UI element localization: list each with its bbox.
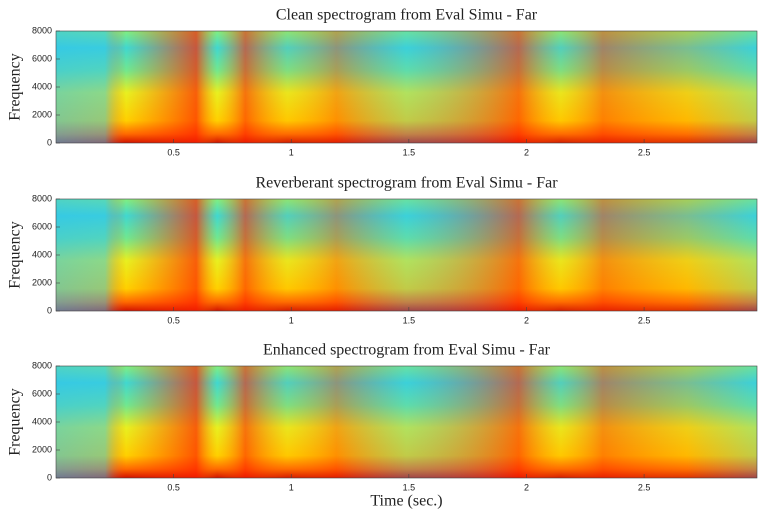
chart-title: Enhanced spectrogram from Eval Simu - Fa… — [263, 342, 551, 359]
y-tick-label: 2000 — [32, 277, 52, 287]
y-tick-label: 8000 — [32, 360, 52, 370]
y-tick-label: 4000 — [32, 416, 52, 426]
chart-title: Reverberant spectrogram from Eval Simu -… — [255, 175, 558, 192]
chart-title: Clean spectrogram from Eval Simu - Far — [276, 7, 538, 24]
x-tick-label: 1.5 — [403, 482, 416, 492]
x-tick-label: 1 — [289, 482, 294, 492]
y-tick-label: 4000 — [32, 249, 52, 259]
y-axis-label: Frequency — [7, 53, 24, 121]
y-tick-label: 2000 — [32, 444, 52, 454]
x-tick-label: 1 — [289, 315, 294, 325]
x-tick-label: 2.5 — [638, 482, 651, 492]
x-tick-label: 1.5 — [403, 147, 416, 157]
y-tick-label: 6000 — [32, 53, 52, 63]
y-tick-label: 2000 — [32, 109, 52, 119]
x-tick-label: 0.5 — [167, 315, 180, 325]
x-tick-label: 2 — [524, 147, 529, 157]
y-tick-label: 8000 — [32, 25, 52, 35]
x-tick-label: 2.5 — [638, 147, 651, 157]
y-tick-label: 6000 — [32, 388, 52, 398]
y-tick-label: 0 — [47, 137, 52, 147]
x-tick-label: 1.5 — [403, 315, 416, 325]
x-tick-label: 2 — [524, 315, 529, 325]
y-tick-label: 0 — [47, 472, 52, 482]
y-tick-label: 0 — [47, 305, 52, 315]
x-tick-label: 0.5 — [167, 147, 180, 157]
y-tick-label: 6000 — [32, 221, 52, 231]
y-tick-label: 4000 — [32, 81, 52, 91]
x-tick-label: 0.5 — [167, 482, 180, 492]
x-axis-label: Time (sec.) — [370, 493, 442, 510]
y-tick-label: 8000 — [32, 193, 52, 203]
x-tick-label: 2 — [524, 482, 529, 492]
spectrogram-overlay — [56, 199, 757, 311]
spectrogram-overlay — [56, 366, 757, 478]
x-tick-label: 1 — [289, 147, 294, 157]
y-axis-label: Frequency — [7, 221, 24, 289]
x-tick-label: 2.5 — [638, 315, 651, 325]
y-axis-label: Frequency — [7, 388, 24, 456]
spectrogram-overlay — [56, 31, 757, 143]
